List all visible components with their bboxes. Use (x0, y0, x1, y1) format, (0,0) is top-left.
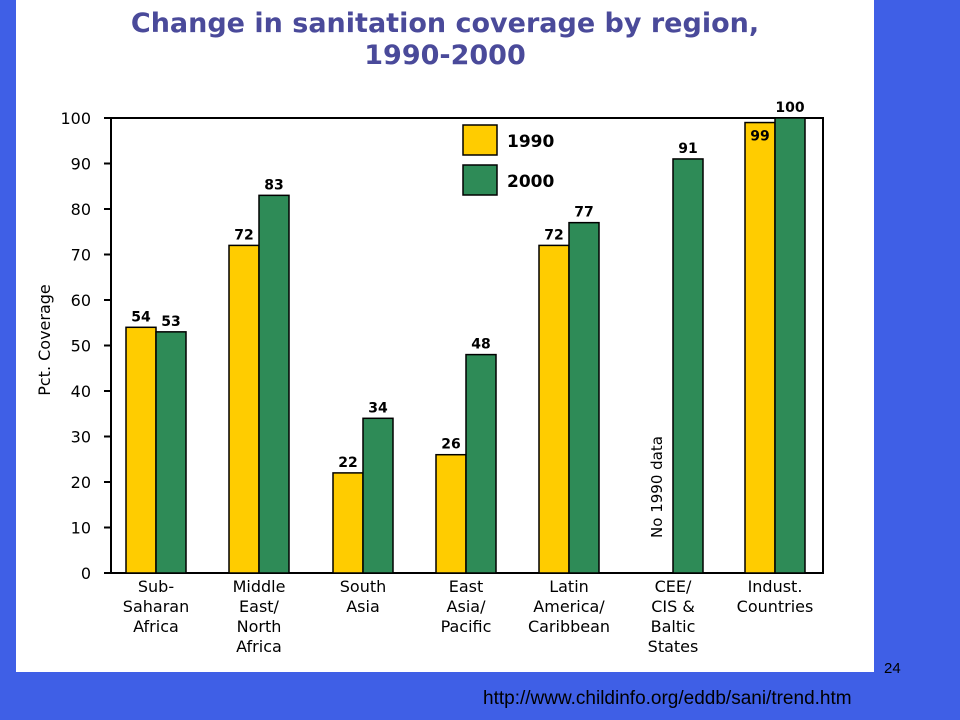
source-url: http://www.childinfo.org/eddb/sani/trend… (483, 688, 852, 709)
category-label-line: CEE/ (655, 577, 692, 596)
category-label-line: Middle (233, 577, 286, 596)
category-label-line: Baltic (651, 617, 696, 636)
category-label-line: South (340, 577, 387, 596)
bar-2000 (774, 117, 806, 574)
chart-title: Change in sanitation coverage by region,… (130, 8, 760, 71)
bar-1990 (332, 472, 364, 574)
bar-2000 (155, 331, 187, 574)
bar-1990 (744, 121, 776, 574)
y-tick-label: 90 (71, 155, 91, 174)
data-label-2000: 83 (264, 177, 283, 193)
bar-2000 (568, 221, 600, 574)
category-label-line: Sub- (138, 577, 174, 596)
bar-2000 (672, 158, 704, 574)
bars (125, 117, 806, 574)
category-label-line: Asia/ (447, 597, 487, 616)
legend-swatch-1990 (462, 124, 498, 156)
bar-2000 (258, 194, 290, 574)
y-tick-label: 40 (71, 382, 91, 401)
data-labels: 54 72 22 26 72 99 53 83 34 48 77 91 100 (131, 100, 805, 471)
data-label-2000: 34 (368, 400, 388, 416)
bar-2000 (362, 417, 394, 574)
category-label-line: Countries (737, 597, 814, 616)
category-label-line: Asia (346, 597, 380, 616)
category-label: CEE/CIS & Baltic States (648, 577, 699, 656)
data-label-2000: 100 (775, 100, 804, 116)
y-tick-label: 100 (60, 109, 91, 128)
annotation-no-data: No 1990 data (648, 436, 666, 538)
y-tick-label: 30 (71, 428, 91, 447)
y-tick-label: 20 (71, 473, 91, 492)
bar-1990 (125, 326, 157, 574)
category-label: Sub-Saharan Africa (123, 577, 189, 636)
y-axis-label: Pct. Coverage (35, 284, 54, 396)
category-label-line: Latin (549, 577, 589, 596)
category-label-line: East (449, 577, 484, 596)
legend-label-2000: 2000 (507, 172, 554, 192)
category-label-line: Africa (236, 637, 282, 656)
bar-1990 (538, 244, 570, 574)
y-tick-label: 50 (71, 337, 91, 356)
bar-2000 (465, 353, 497, 574)
category-label: East Asia/Pacific (441, 577, 492, 636)
category-label-line: Indust. (748, 577, 803, 596)
category-label-line: Pacific (441, 617, 492, 636)
annotations: No 1990 data (648, 436, 666, 538)
category-label: Latin America/Caribbean (528, 577, 610, 636)
bar-1990 (435, 453, 467, 574)
category-label-line: East/ (239, 597, 280, 616)
bar-1990 (228, 244, 260, 574)
category-label-line: Saharan (123, 597, 189, 616)
data-label-1990: 22 (338, 455, 357, 471)
category-label-line: Caribbean (528, 617, 610, 636)
y-tick-label: 70 (71, 246, 91, 265)
data-label-1990: 26 (441, 437, 460, 453)
legend-swatch-2000 (462, 164, 498, 196)
y-tick-label: 10 (71, 519, 91, 538)
category-label-line: Africa (133, 617, 179, 636)
y-axis-ticks: 0 10 20 30 40 50 60 70 80 90 100 (60, 109, 111, 583)
category-label: Indust. Countries (737, 577, 814, 616)
legend: 1990 2000 (462, 124, 554, 196)
data-label-2000: 53 (161, 314, 180, 330)
y-tick-label: 0 (81, 564, 91, 583)
data-label-1990: 54 (131, 309, 151, 325)
data-label-1990: 72 (234, 227, 253, 243)
y-tick-label: 80 (71, 200, 91, 219)
slide-number: 24 (884, 660, 901, 677)
data-label-2000: 48 (471, 337, 490, 353)
data-label-1990: 72 (544, 227, 563, 243)
category-label-line: States (648, 637, 699, 656)
legend-label-1990: 1990 (507, 132, 554, 152)
category-label: Middle East/North Africa (233, 577, 286, 656)
category-label-line: CIS & (651, 597, 695, 616)
category-label: South Asia (340, 577, 387, 616)
data-label-2000: 91 (678, 141, 697, 157)
category-label-line: North (237, 617, 282, 636)
data-label-2000: 77 (574, 205, 593, 221)
data-label-1990: 99 (750, 129, 769, 145)
category-label-line: America/ (533, 597, 605, 616)
y-tick-label: 60 (71, 291, 91, 310)
